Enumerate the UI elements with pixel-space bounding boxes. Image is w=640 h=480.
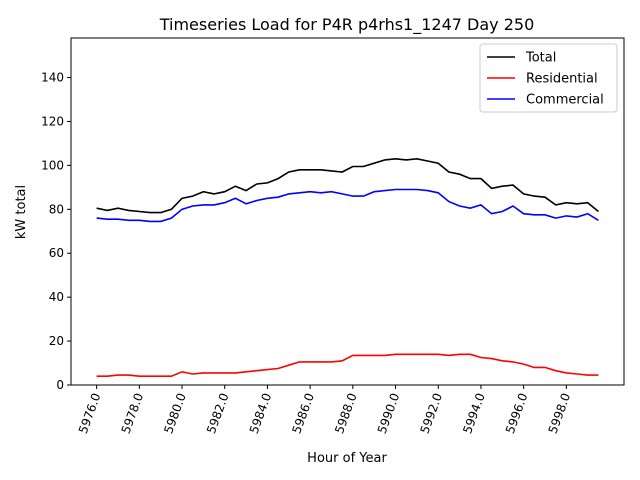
x-tick-label: 5990.0 [375, 391, 403, 435]
y-tick-label: 40 [49, 290, 64, 304]
y-tick-label: 60 [49, 246, 64, 260]
x-axis-label: Hour of Year [307, 451, 387, 466]
y-axis-label: kW total [14, 185, 29, 239]
chart-title: Timeseries Load for P4R p4rhs1_1247 Day … [159, 15, 535, 35]
legend: Total Residential Commercial [479, 43, 618, 113]
x-tick-label: 5996.0 [503, 391, 531, 435]
x-tick-label: 5980.0 [161, 391, 189, 435]
legend-label-commercial: Commercial [526, 93, 604, 108]
y-tick-label: 0 [56, 378, 64, 392]
series-line-commercial [96, 188, 599, 223]
x-tick-label: 5982.0 [204, 391, 232, 435]
x-tick-label: 5992.0 [418, 391, 446, 435]
y-tick-label: 80 [49, 202, 64, 216]
x-tick-label: 5994.0 [460, 391, 488, 435]
series-line-total [96, 157, 599, 214]
legend-label-residential: Residential [526, 72, 598, 87]
legend-label-total: Total [525, 51, 556, 66]
x-tick-label: 5988.0 [332, 391, 360, 435]
x-tick-label: 5976.0 [76, 391, 104, 435]
y-tick-label: 140 [41, 71, 64, 85]
y-tick-label: 20 [49, 334, 64, 348]
plot-area [70, 37, 625, 386]
x-tick-label: 5998.0 [546, 391, 574, 435]
x-tick-label: 5978.0 [119, 391, 147, 435]
x-tick-label: 5984.0 [247, 391, 275, 435]
y-tick-label: 100 [41, 158, 64, 172]
legend-box [479, 43, 618, 113]
y-tick-label: 120 [41, 114, 64, 128]
series-line-residential [96, 353, 599, 378]
x-tick-label: 5986.0 [289, 391, 317, 435]
